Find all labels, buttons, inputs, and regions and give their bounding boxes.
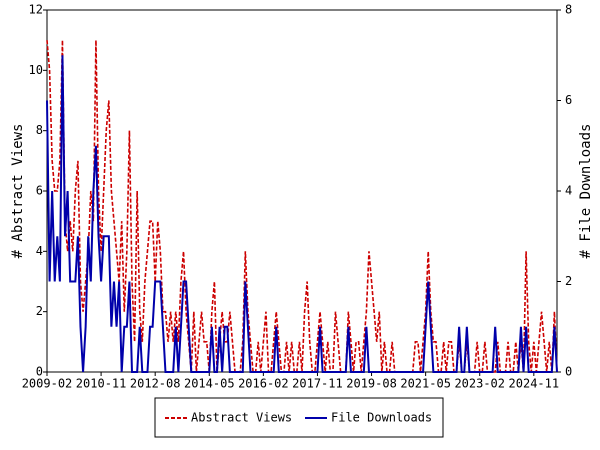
y-tick-label: 6 (36, 184, 43, 198)
plot-frame (46, 9, 558, 373)
y2-tick-label: 6 (565, 93, 572, 107)
y-tick-label: 12 (29, 3, 43, 17)
legend-label: File Downloads (331, 411, 432, 425)
y2-axis-label: # File Downloads (578, 124, 594, 259)
x-tick-label: 2014-05 (184, 377, 235, 391)
y-tick-label: 8 (36, 123, 43, 137)
x-tick-label: 2012-08 (130, 377, 181, 391)
y2-tick-label: 0 (565, 365, 572, 379)
legend-label: Abstract Views (191, 411, 292, 425)
y-tick-label: 2 (36, 304, 43, 318)
x-tick-label: 2016-02 (238, 377, 289, 391)
y-tick-label: 10 (29, 63, 43, 77)
y-axis-label: # Abstract Views (10, 124, 26, 259)
y2-tick-label: 2 (565, 274, 572, 288)
y-tick-label: 0 (36, 365, 43, 379)
x-tick-label: 2009-02 (22, 377, 73, 391)
y-tick-label: 4 (36, 244, 43, 258)
x-tick-label: 2024-11 (509, 377, 560, 391)
x-tick-label: 2010-11 (76, 377, 127, 391)
x-tick-label: 2021-05 (400, 377, 451, 391)
x-tick-label: 2017-11 (292, 377, 343, 391)
y2-tick-label: 8 (565, 3, 572, 17)
x-tick-label: 2023-02 (454, 377, 505, 391)
y2-tick-label: 4 (565, 184, 572, 198)
series-line (46, 55, 558, 373)
series-line (46, 40, 558, 373)
x-tick-label: 2019-08 (346, 377, 397, 391)
legend-box (154, 397, 444, 438)
